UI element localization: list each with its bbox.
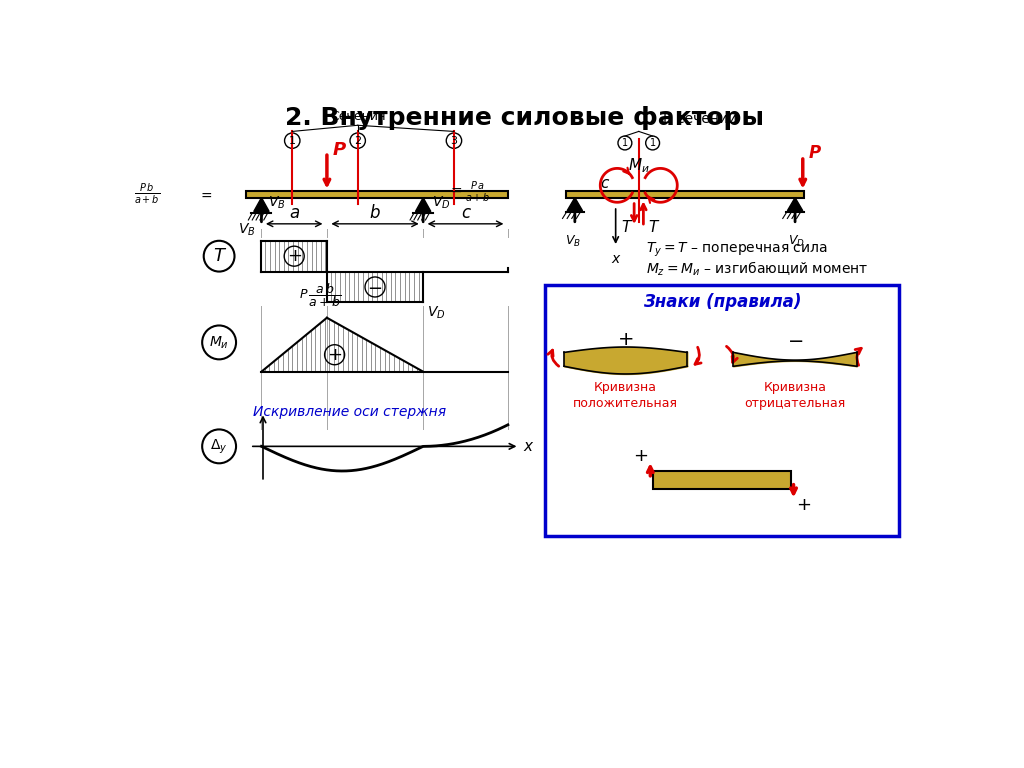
- Text: +: +: [633, 447, 648, 465]
- Text: 1: 1: [649, 138, 655, 148]
- Bar: [652, 471, 792, 489]
- Text: T: T: [622, 220, 631, 234]
- Text: 2: 2: [354, 136, 361, 146]
- Text: Искривление оси стержня: Искривление оси стержня: [254, 406, 446, 419]
- Bar: [246, 191, 508, 197]
- Text: +: +: [617, 329, 634, 349]
- Text: $V_D$: $V_D$: [788, 233, 805, 249]
- Text: 1: 1: [289, 136, 296, 146]
- Text: Знаки (правила): Знаки (правила): [643, 293, 801, 311]
- Text: x: x: [523, 439, 532, 454]
- Text: T: T: [648, 220, 657, 234]
- Text: 2. Внутренние силовые факторы: 2. Внутренние силовые факторы: [286, 105, 764, 130]
- Text: c: c: [461, 204, 470, 222]
- Text: $V_B$: $V_B$: [565, 233, 582, 249]
- Text: В сечении: В сечении: [664, 112, 737, 126]
- Text: b: b: [370, 204, 380, 222]
- Text: P: P: [333, 141, 345, 158]
- Text: c: c: [600, 177, 608, 191]
- Text: $V_D$: $V_D$: [427, 305, 445, 321]
- Text: $M_z = M_и$ – изгибающий момент: $M_z = M_и$ – изгибающий момент: [646, 259, 869, 277]
- Text: +: +: [287, 247, 302, 265]
- Text: $M_и$: $M_и$: [628, 156, 649, 174]
- Text: $=\frac{P\,a}{a+b}$: $=\frac{P\,a}{a+b}$: [447, 180, 490, 205]
- Text: +: +: [327, 346, 342, 364]
- Text: Кривизна
отрицательная: Кривизна отрицательная: [744, 381, 846, 410]
- Text: $M_и$: $M_и$: [209, 334, 229, 351]
- Text: $V_D$: $V_D$: [432, 194, 451, 210]
- FancyBboxPatch shape: [545, 286, 899, 536]
- Text: 3: 3: [451, 136, 458, 146]
- Polygon shape: [416, 197, 431, 211]
- Text: x: x: [611, 253, 620, 266]
- Text: $V_B$: $V_B$: [239, 222, 256, 238]
- Text: $P\,\dfrac{a\,b}{a+b}$: $P\,\dfrac{a\,b}{a+b}$: [299, 280, 342, 309]
- Text: $V_B$: $V_B$: [267, 194, 286, 210]
- Text: $-$: $-$: [787, 329, 803, 349]
- Polygon shape: [787, 197, 803, 210]
- Text: a: a: [289, 204, 299, 222]
- Text: $T_y = T$ – поперечная сила: $T_y = T$ – поперечная сила: [646, 240, 828, 259]
- Polygon shape: [567, 197, 583, 210]
- Text: +: +: [796, 496, 811, 514]
- Text: $=$: $=$: [199, 187, 213, 201]
- Text: $\frac{P\,b}{a+b}$: $\frac{P\,b}{a+b}$: [134, 182, 161, 206]
- Text: Кривизна
положительная: Кривизна положительная: [573, 381, 678, 410]
- Text: $-$: $-$: [368, 278, 383, 296]
- Text: T: T: [214, 247, 224, 265]
- Text: $\Delta_y$: $\Delta_y$: [210, 437, 228, 455]
- Text: P: P: [809, 144, 821, 161]
- Text: 1: 1: [622, 138, 628, 148]
- Bar: [565, 191, 804, 197]
- Polygon shape: [254, 197, 269, 211]
- Text: Сечения: Сечения: [330, 110, 385, 123]
